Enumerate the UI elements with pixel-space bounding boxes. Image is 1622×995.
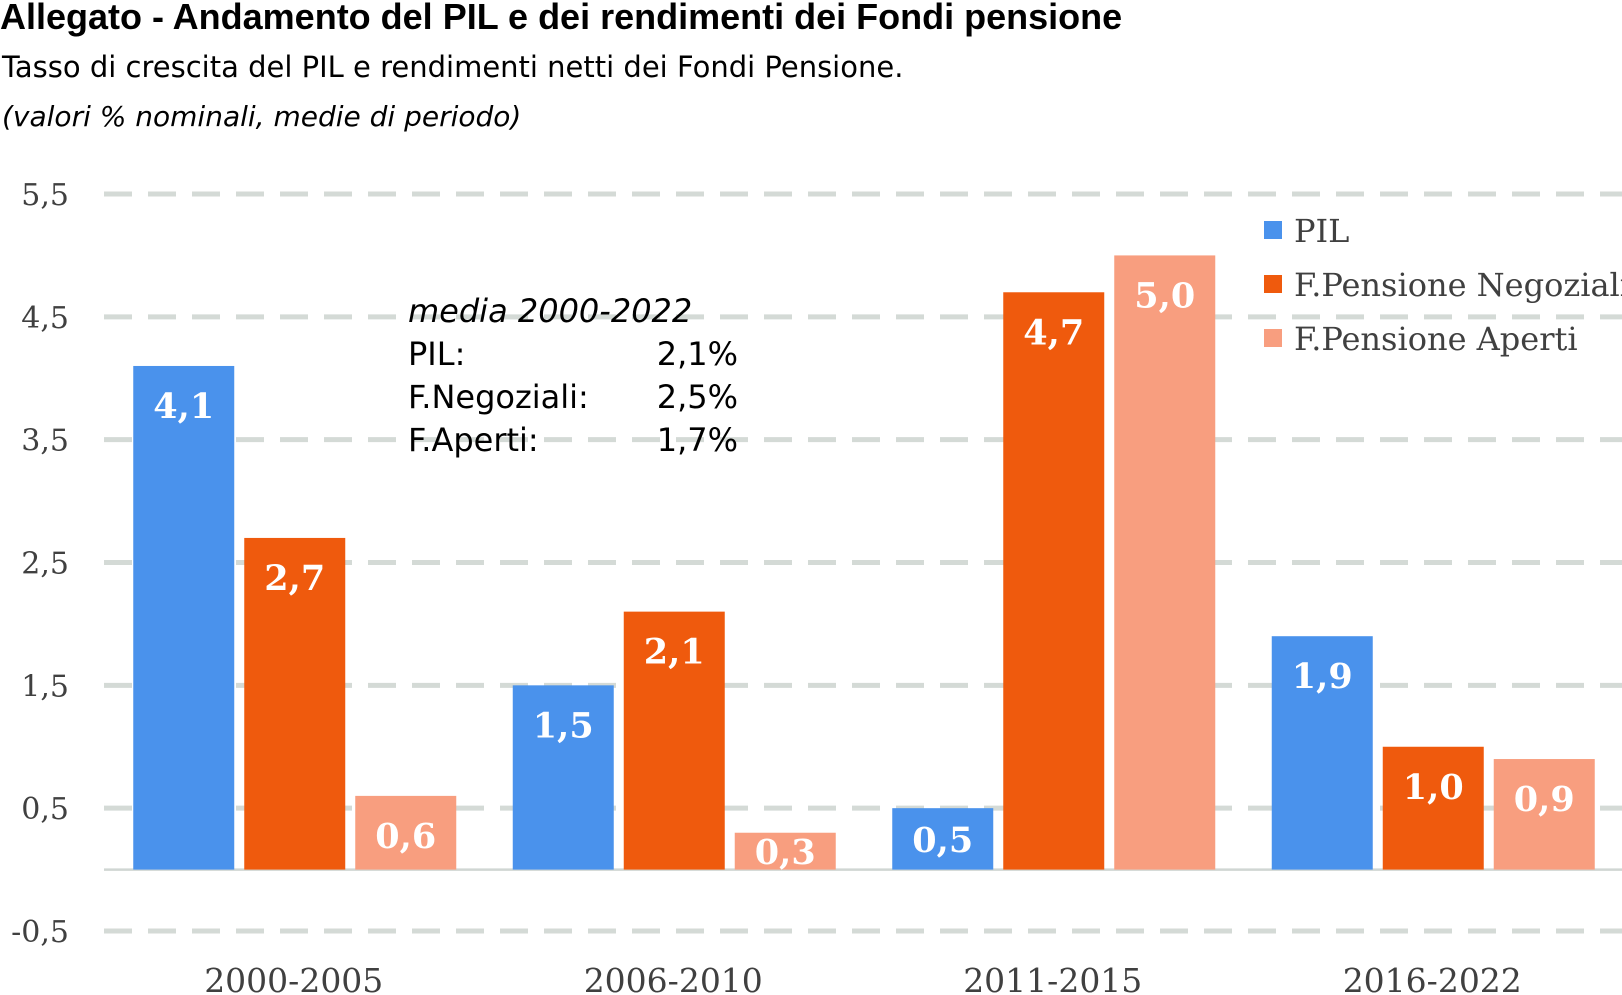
bar	[355, 795, 457, 870]
x-category-label: 2006-2010	[584, 961, 763, 995]
data-label: 0,9	[1514, 779, 1575, 820]
data-label: 0,3	[755, 832, 816, 873]
average-heading: media 2000-2022	[408, 292, 693, 330]
average-label: F.Negoziali:	[408, 378, 589, 416]
data-label: 1,5	[533, 705, 594, 746]
bar	[1271, 636, 1373, 870]
y-tick-label: -0,5	[11, 915, 69, 950]
x-category-label: 2016-2022	[1343, 961, 1522, 995]
data-label: 4,1	[153, 386, 214, 427]
x-category-label: 2011-2015	[963, 961, 1142, 995]
data-label: 5,0	[1134, 275, 1195, 316]
y-tick-label: 0,5	[21, 792, 69, 827]
bar	[1382, 746, 1484, 870]
chart-title: Allegato - Andamento del PIL e dei rendi…	[0, 0, 1123, 37]
y-tick-label: 3,5	[21, 424, 69, 459]
average-label: PIL:	[408, 335, 466, 373]
bar	[892, 808, 994, 870]
y-tick-label: 4,5	[21, 301, 69, 336]
bar	[1003, 292, 1105, 870]
bar	[512, 685, 614, 870]
x-category-label: 2000-2005	[204, 961, 383, 995]
average-row-pil: PIL: 2,1%	[408, 333, 738, 376]
bar	[1114, 255, 1216, 870]
average-value: 2,5%	[656, 378, 738, 416]
bar	[623, 611, 725, 870]
average-value: 1,7%	[656, 421, 738, 459]
chart-unit-note: (valori % nominali, medie di periodo)	[2, 100, 522, 133]
data-label: 4,7	[1023, 312, 1084, 353]
data-label: 2,7	[264, 558, 325, 599]
legend-swatch	[1264, 221, 1282, 239]
bar	[244, 537, 346, 870]
y-tick-label: 1,5	[21, 669, 69, 704]
data-label: 2,1	[644, 632, 705, 673]
y-tick-label: 2,5	[21, 547, 69, 582]
average-annotation: media 2000-2022 PIL: 2,1% F.Negoziali: 2…	[408, 290, 738, 462]
legend-swatch	[1264, 275, 1282, 293]
y-tick-label: 5,5	[21, 178, 69, 213]
chart-subtitle: Tasso di crescita del PIL e rendimenti n…	[2, 50, 904, 84]
data-label: 1,0	[1403, 767, 1464, 808]
bar	[133, 365, 235, 870]
data-label: 0,6	[375, 816, 436, 857]
data-label: 1,9	[1292, 656, 1353, 697]
legend-label: F.Pensione Negoziali	[1294, 266, 1622, 304]
legend-label: PIL	[1294, 212, 1349, 250]
average-row-negoziali: F.Negoziali: 2,5%	[408, 376, 738, 419]
average-value: 2,1%	[656, 335, 738, 373]
bar	[734, 832, 836, 870]
data-label: 0,5	[912, 820, 973, 861]
bar	[1493, 759, 1595, 870]
legend-swatch	[1264, 329, 1282, 347]
average-row-aperti: F.Aperti: 1,7%	[408, 419, 738, 462]
legend-label: F.Pensione Aperti	[1294, 320, 1578, 358]
average-label: F.Aperti:	[408, 421, 539, 459]
